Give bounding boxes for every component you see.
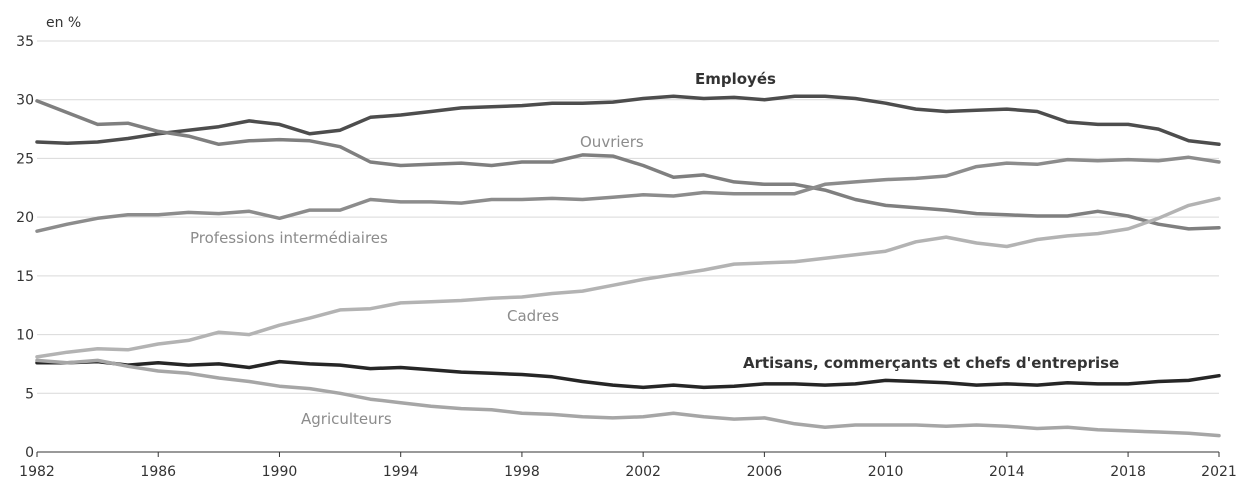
y-unit-label: en % [46,15,81,31]
series-label-1: Ouvriers [580,133,644,151]
x-tick-label-1982: 1982 [19,464,55,480]
series-layer [35,94,1221,438]
x-tick-label-2006: 2006 [747,464,783,480]
series-line-0 [35,94,1221,147]
series-label-3: Cadres [507,307,559,325]
label-layer: Employés Ouvriers Professions intermédiair… [190,70,1119,428]
series-label-5: Agriculteurs [301,410,392,428]
x-tick-label-2018: 2018 [1110,464,1146,480]
series-line-5 [35,358,1221,438]
y-tick-label-35: 35 [16,34,34,50]
x-tick-label-2002: 2002 [625,464,661,480]
series-label-2: Professions intermédiaires [190,229,388,247]
x-tick-label-2021: 2021 [1201,464,1237,480]
x-tick-label-1998: 1998 [504,464,540,480]
y-tick-label-10: 10 [16,328,34,344]
series-line-3 [35,196,1221,359]
y-tick-label-20: 20 [16,210,34,226]
y-tick-label-15: 15 [16,269,34,285]
series-line-4 [35,359,1221,390]
axis-layer: 0 5 10 15 20 25 30 35 1982 1986 1990 1994 1998 2002 20… [16,34,1237,480]
x-tick-label-1986: 1986 [140,464,176,480]
y-tick-label-5: 5 [25,386,34,402]
x-tick-label-2014: 2014 [989,464,1025,480]
series-line-2 [35,155,1221,233]
series-label-0: Employés [695,70,776,88]
y-tick-label-30: 30 [16,93,34,109]
y-tick-label-0: 0 [25,445,34,461]
y-tick-label-25: 25 [16,151,34,167]
series-line-1 [35,99,1221,231]
x-tick-label-2010: 2010 [868,464,904,480]
x-tick-label-1994: 1994 [383,464,419,480]
series-label-4: Artisans, commerçants et chefs d'entrepr… [743,354,1119,372]
x-tick-label-1990: 1990 [262,464,298,480]
